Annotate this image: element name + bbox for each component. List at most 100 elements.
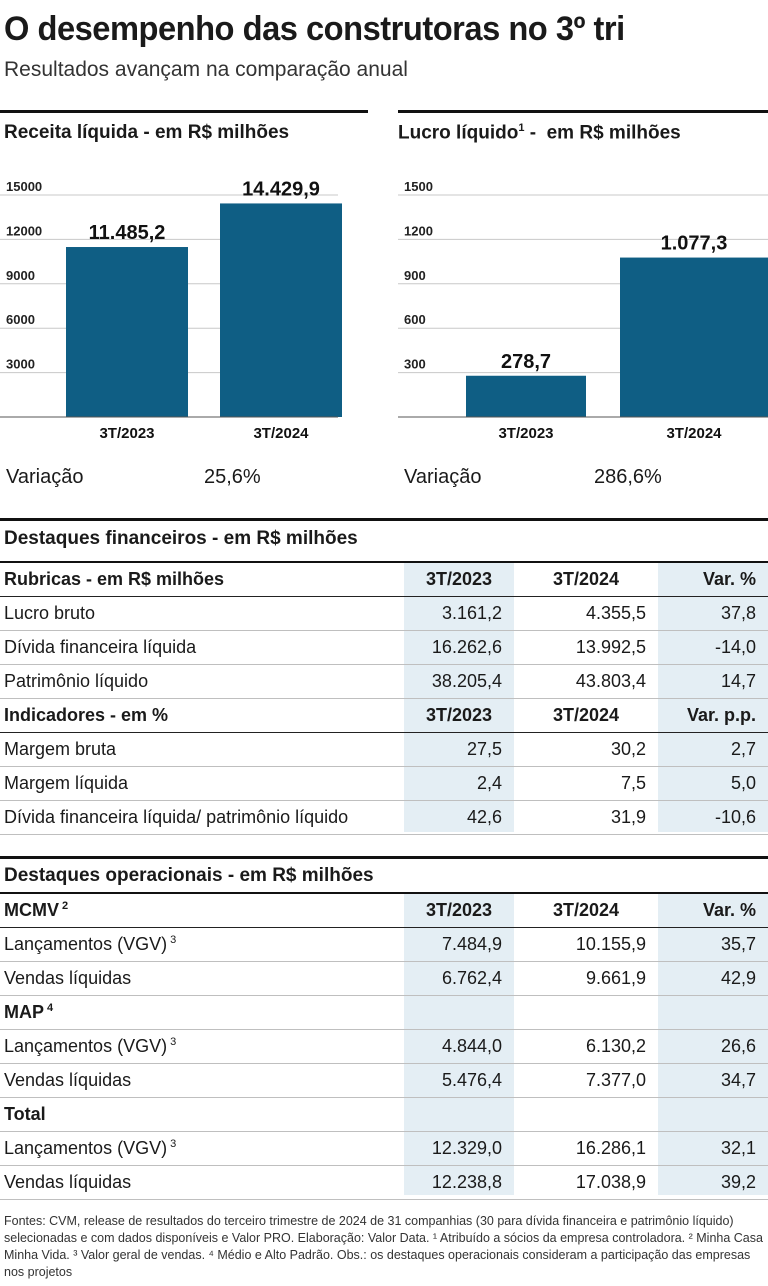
profit-ytick-label: 900 [404,268,426,283]
financial-cell: 42,6 [404,800,514,835]
financial-cell: 3T/2024 [514,563,658,597]
chart2-title-suffix: - em R$ milhões [524,122,681,144]
chart1-top-rule [0,110,368,113]
financial-row-data: Dívida financeira líquida/ patrimônio lí… [0,800,768,835]
financial-row-label: Indicadores - em % [0,698,404,733]
operational-row-data: Lançamentos (VGV) 3 12.329,0 16.286,1 32,1 [0,1131,768,1166]
profit-bar-3t-2023 [466,375,586,417]
profit-bar-3t-2024 [620,257,768,417]
financial-cell: -10,6 [658,800,768,835]
profit-data-label: 1.077,3 [661,233,728,255]
operational-cell: 12.238,8 [404,1165,514,1200]
operational-row-label-text: MCMV [4,900,59,920]
financial-cell: Var. % [658,563,768,597]
financial-row-data: Patrimônio líquido 38.205,4 43.803,4 14,7 [0,664,768,699]
chart2-variation-value: 286,6% [594,466,662,488]
operational-row-data: Vendas líquidas 5.476,4 7.377,0 34,7 [0,1063,768,1098]
financial-cell: 2,4 [404,766,514,801]
operational-cell: 10.155,9 [514,927,658,962]
financial-cell: 5,0 [658,766,768,801]
profit-category-label: 3T/2023 [498,425,553,442]
chart1-title: Receita líquida - em R$ milhões [4,122,290,143]
revenue-ytick-label: 3000 [6,357,35,372]
financial-row-label-text: Dívida financeira líquida [4,637,197,657]
financial-row-label: Patrimônio líquido [0,664,404,699]
financial-cell: 30,2 [514,732,658,767]
revenue-category-label: 3T/2024 [253,425,309,442]
operational-cell [514,1097,658,1132]
operational-row-label: Lançamentos (VGV) 3 [0,1131,404,1166]
revenue-ytick-label: 9000 [6,268,35,283]
financial-row-data: Margem bruta 27,5 30,2 2,7 [0,732,768,767]
operational-cell: 7.484,9 [404,927,514,962]
operational-cell: 3T/2024 [514,894,658,928]
operational-cell: 3T/2023 [404,894,514,928]
financial-row-label: Dívida financeira líquida [0,630,404,665]
operational-title-rule [0,892,768,894]
financial-cell: 14,7 [658,664,768,699]
operational-cell [658,1097,768,1132]
chart2-title-text: Lucro líquido [398,122,519,144]
financial-row-label: Lucro bruto [0,596,404,631]
financial-title-rule [0,561,768,563]
operational-cell: 6.130,2 [514,1029,658,1064]
operational-cell: 26,6 [658,1029,768,1064]
operational-cell [658,995,768,1030]
operational-row-label-text: Vendas líquidas [4,968,132,988]
page-title: O desempenho das construtoras no 3º tri [4,10,625,48]
operational-cell [404,995,514,1030]
operational-cell: 17.038,9 [514,1165,658,1200]
financial-row-data: Margem líquida 2,4 7,5 5,0 [0,766,768,801]
financial-row-label-text: Margem líquida [4,773,129,793]
financial-cell: 3.161,2 [404,596,514,631]
financial-title: Destaques financeiros - em R$ milhões [4,528,358,549]
chart2-top-rule [398,110,768,113]
operational-footnote-marker: 3 [167,934,177,946]
operational-cell: Var. % [658,894,768,928]
revenue-ytick-label: 12000 [6,223,42,238]
financial-cell: 38.205,4 [404,664,514,699]
financial-cell: Var. p.p. [658,698,768,733]
financial-row-label-text: Lucro bruto [4,603,96,623]
operational-cell: 12.329,0 [404,1131,514,1166]
operational-top-rule [0,856,768,859]
financial-cell: 37,8 [658,596,768,631]
chart2-title: Lucro líquido1 - em R$ milhões [398,122,681,144]
financial-cell: 7,5 [514,766,658,801]
revenue-ytick-label: 6000 [6,312,35,327]
profit-ytick-label: 1500 [404,179,433,194]
operational-cell: 5.476,4 [404,1063,514,1098]
operational-cell: 32,1 [658,1131,768,1166]
revenue-category-label: 3T/2023 [99,425,154,442]
chart1-variation-label: Variação [6,466,84,488]
operational-row-label-text: Total [4,1104,46,1124]
revenue-data-label: 14.429,9 [242,178,320,200]
financial-row-data: Dívida financeira líquida 16.262,6 13.992,… [0,630,768,665]
operational-row-label-text: Vendas líquidas [4,1070,132,1090]
operational-footnote-marker: 3 [167,1138,177,1150]
operational-cell [514,995,658,1030]
financial-cell: 13.992,5 [514,630,658,665]
financial-row-label: Margem líquida [0,766,404,801]
financial-row-label: Rubricas - em R$ milhões [0,563,404,597]
operational-footnote-marker: 2 [59,900,69,912]
financial-row-label-text: Margem bruta [4,739,117,759]
financial-cell: 3T/2023 [404,698,514,733]
profit-chart: 300 600 900 1200 1500 278,7 3T/2023 1.077,3 3T/2… [398,179,768,442]
profit-category-label: 3T/2024 [666,425,722,442]
footnote: Fontes: CVM, release de resultados do te… [4,1214,763,1279]
operational-cell: 4.844,0 [404,1029,514,1064]
operational-row-group: Total [0,1097,768,1132]
operational-row-data: Lançamentos (VGV) 3 7.484,9 10.155,9 35,7 [0,927,768,962]
financial-cell: 2,7 [658,732,768,767]
operational-row-label-text: Lançamentos (VGV) [4,1138,168,1158]
financial-cell: 4.355,5 [514,596,658,631]
operational-row-data: Vendas líquidas 12.238,8 17.038,9 39,2 [0,1165,768,1200]
financial-cell: -14,0 [658,630,768,665]
operational-footnote-marker: 4 [44,1002,54,1014]
profit-ytick-label: 600 [404,312,426,327]
operational-row-label: Vendas líquidas [0,961,404,996]
financial-top-rule [0,518,768,521]
operational-footnote-marker: 3 [167,1036,177,1048]
operational-cell: 16.286,1 [514,1131,658,1166]
